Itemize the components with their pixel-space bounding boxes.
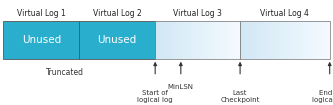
Text: Last
Checkpoint: Last Checkpoint: [220, 90, 260, 103]
Text: End of
logical log: End of logical log: [312, 90, 333, 103]
Text: Truncated: Truncated: [46, 68, 84, 77]
Bar: [155, 21, 240, 59]
Text: Virtual Log 4: Virtual Log 4: [260, 9, 309, 18]
Bar: [3, 21, 79, 59]
Bar: [240, 21, 330, 59]
Text: MinLSN: MinLSN: [168, 84, 194, 90]
Bar: [79, 21, 155, 59]
Text: Start of
logical log: Start of logical log: [138, 90, 173, 103]
Text: Virtual Log 2: Virtual Log 2: [93, 9, 142, 18]
Text: Virtual Log 1: Virtual Log 1: [17, 9, 66, 18]
Text: Unused: Unused: [22, 35, 61, 45]
Text: Unused: Unused: [98, 35, 137, 45]
Text: Virtual Log 3: Virtual Log 3: [173, 9, 222, 18]
